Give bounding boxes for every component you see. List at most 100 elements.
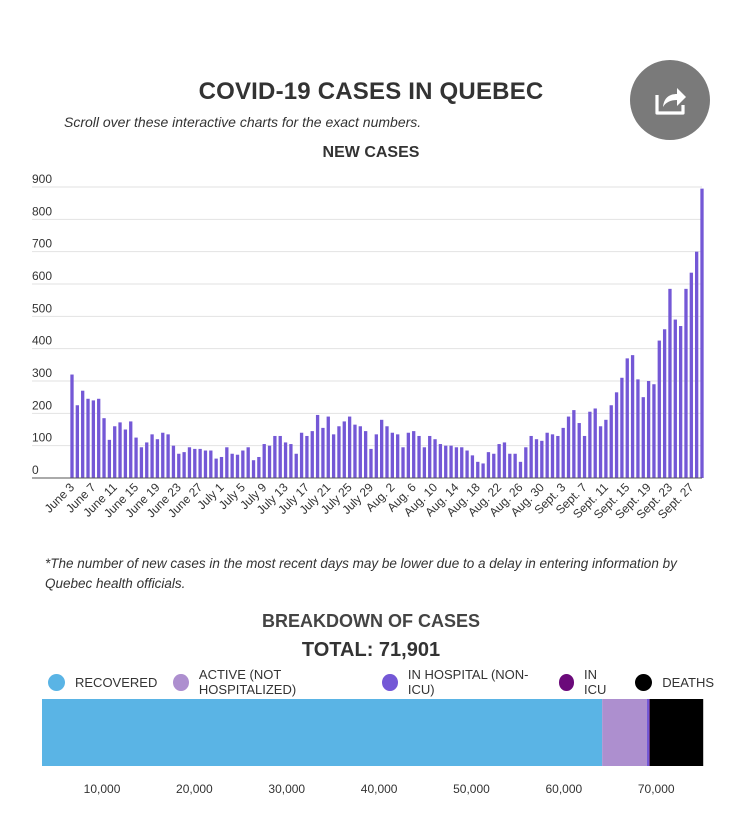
bar[interactable]: [641, 397, 645, 478]
bar[interactable]: [513, 453, 517, 478]
legend-recovered[interactable]: RECOVERED: [48, 673, 157, 691]
bar[interactable]: [273, 435, 277, 478]
bar[interactable]: [241, 450, 245, 478]
bar[interactable]: [139, 447, 144, 478]
bar[interactable]: [305, 435, 309, 478]
bar[interactable]: [502, 442, 507, 478]
bar[interactable]: [508, 453, 512, 478]
bar[interactable]: [695, 251, 699, 478]
bar[interactable]: [283, 442, 288, 478]
bar[interactable]: [299, 432, 304, 478]
bar[interactable]: [267, 445, 272, 478]
share-button[interactable]: [630, 60, 710, 140]
bar[interactable]: [315, 414, 320, 478]
bar[interactable]: [75, 405, 79, 478]
bar-series[interactable]: [70, 188, 704, 479]
bar[interactable]: [257, 456, 261, 478]
bar[interactable]: [129, 421, 133, 478]
bar[interactable]: [369, 448, 373, 478]
bar[interactable]: [518, 461, 523, 478]
bar[interactable]: [678, 326, 683, 478]
legend-active[interactable]: ACTIVE (NOT HOSPITALIZED): [173, 667, 366, 697]
bar[interactable]: [673, 319, 677, 478]
bar[interactable]: [102, 418, 106, 478]
bar[interactable]: [278, 435, 282, 478]
bar[interactable]: [97, 398, 101, 478]
bar[interactable]: [198, 448, 202, 478]
bar[interactable]: [91, 400, 96, 478]
bar[interactable]: [662, 329, 667, 478]
bar[interactable]: [428, 435, 432, 478]
bar[interactable]: [209, 450, 213, 478]
bar[interactable]: [614, 392, 619, 478]
bar[interactable]: [684, 288, 688, 478]
bar[interactable]: [412, 431, 416, 478]
bar[interactable]: [113, 426, 117, 478]
bar[interactable]: [492, 453, 496, 478]
bar[interactable]: [347, 416, 352, 478]
bar[interactable]: [700, 188, 704, 478]
bar[interactable]: [134, 437, 138, 478]
bar[interactable]: [145, 442, 149, 478]
bar[interactable]: [401, 447, 405, 478]
bar[interactable]: [486, 452, 491, 478]
bar[interactable]: [476, 461, 480, 478]
bar[interactable]: [540, 440, 544, 478]
bar[interactable]: [657, 340, 661, 478]
bar[interactable]: [625, 358, 629, 478]
bar[interactable]: [438, 444, 443, 478]
bar[interactable]: [465, 450, 469, 478]
bar[interactable]: [214, 458, 218, 478]
bar[interactable]: [363, 431, 368, 478]
bar[interactable]: [182, 452, 186, 478]
bar[interactable]: [556, 435, 560, 478]
bar[interactable]: [123, 429, 128, 479]
bar[interactable]: [689, 272, 693, 478]
bar[interactable]: [593, 408, 597, 478]
bar[interactable]: [566, 416, 571, 478]
bar[interactable]: [81, 390, 85, 478]
bar[interactable]: [652, 384, 656, 478]
bar[interactable]: [470, 455, 475, 478]
bar[interactable]: [150, 434, 154, 478]
bar[interactable]: [561, 427, 565, 478]
bar[interactable]: [289, 444, 293, 478]
bar[interactable]: [171, 445, 176, 478]
bar[interactable]: [550, 434, 555, 478]
bar[interactable]: [668, 288, 672, 478]
bar[interactable]: [422, 447, 427, 478]
bar[interactable]: [177, 453, 181, 478]
bar[interactable]: [433, 439, 437, 478]
bar[interactable]: [118, 422, 122, 478]
bar[interactable]: [630, 355, 635, 478]
bar[interactable]: [107, 439, 112, 478]
bar[interactable]: [646, 381, 651, 478]
bar[interactable]: [582, 435, 587, 478]
legend-deaths[interactable]: DEATHS: [635, 673, 714, 691]
bar[interactable]: [225, 447, 229, 478]
stacked-segments[interactable]: [42, 699, 704, 766]
bar[interactable]: [358, 426, 362, 478]
bar[interactable]: [331, 434, 336, 478]
bar[interactable]: [524, 447, 528, 478]
segment[interactable]: [646, 699, 650, 766]
bar[interactable]: [326, 416, 330, 478]
bar[interactable]: [193, 448, 197, 478]
bar[interactable]: [417, 435, 421, 478]
bar[interactable]: [310, 431, 314, 478]
bar[interactable]: [187, 447, 192, 478]
bar[interactable]: [460, 447, 464, 478]
bar[interactable]: [497, 444, 501, 478]
segment[interactable]: [602, 699, 647, 766]
bar[interactable]: [444, 445, 448, 478]
bar[interactable]: [251, 460, 256, 478]
bar[interactable]: [534, 439, 539, 478]
bar[interactable]: [70, 374, 74, 478]
bar[interactable]: [353, 424, 357, 478]
legend-hospital[interactable]: IN HOSPITAL (NON-ICU): [382, 667, 542, 697]
bar[interactable]: [161, 432, 165, 478]
bar[interactable]: [449, 445, 453, 478]
bar[interactable]: [609, 405, 613, 478]
bar[interactable]: [342, 421, 346, 478]
bar[interactable]: [529, 435, 533, 478]
